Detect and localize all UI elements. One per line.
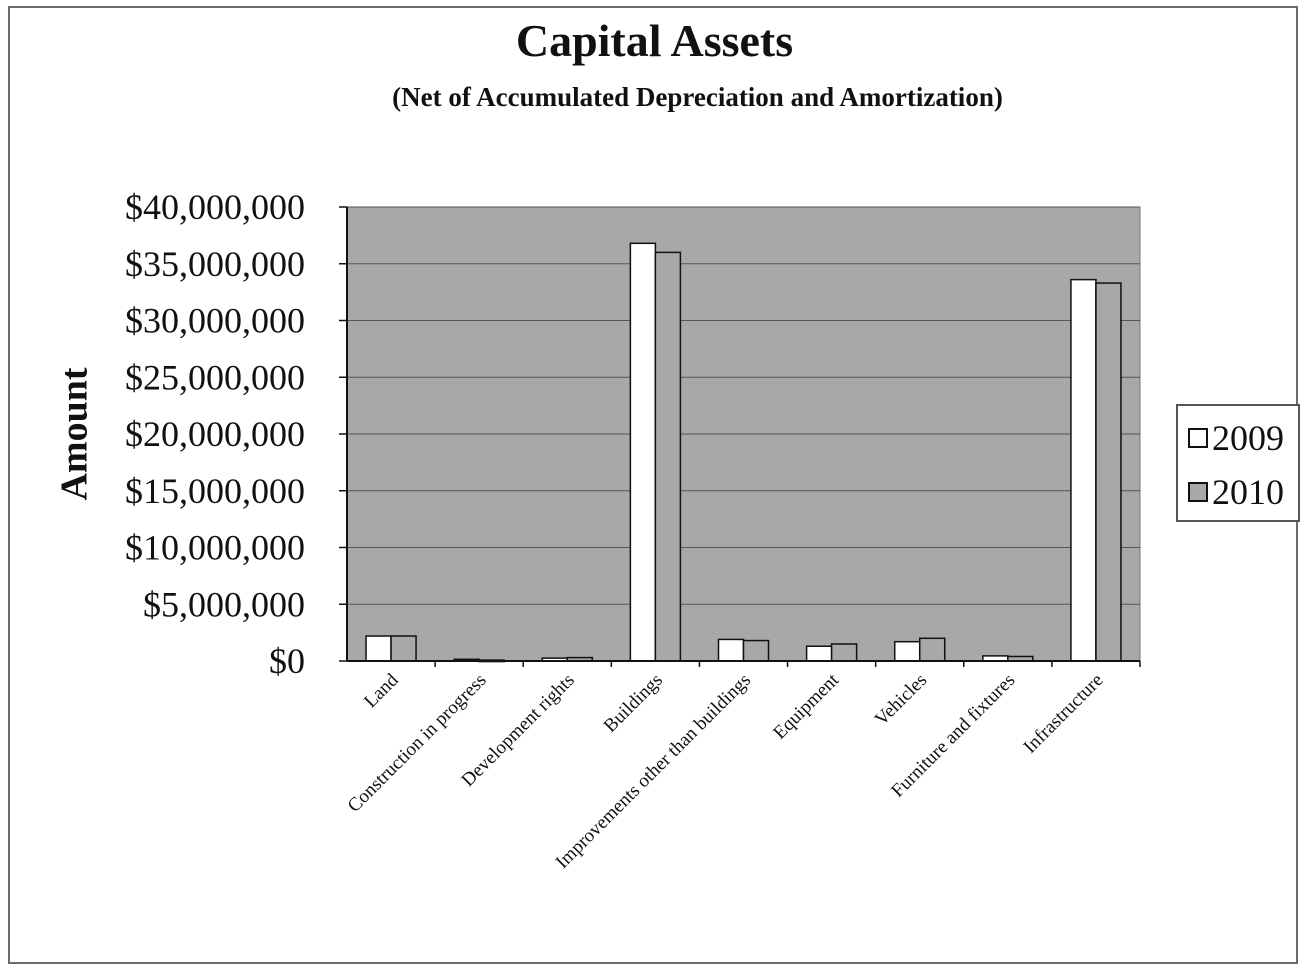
x-tick-label: Land	[360, 669, 403, 712]
bar-2009	[717, 638, 745, 662]
bar-2010	[390, 635, 417, 662]
bar-2009	[893, 640, 921, 662]
bar-2009	[805, 645, 833, 662]
bar-2010	[1095, 282, 1122, 662]
bar-2009	[1070, 278, 1097, 662]
x-tick-label: Infrastructure	[1020, 670, 1108, 758]
x-tick-label: Buildings	[600, 670, 667, 737]
y-tick-label: $20,000,000	[125, 414, 305, 454]
bar-2010	[918, 637, 946, 662]
y-tick-label: $40,000,000	[125, 187, 305, 227]
y-tick-label: $25,000,000	[125, 357, 305, 397]
x-tick-label: Improvements other than buildings	[552, 670, 755, 873]
bar-2010	[742, 639, 770, 662]
legend-item-2009: 2009	[1188, 418, 1284, 458]
legend-swatch-2009	[1188, 428, 1208, 448]
legend-swatch-2010	[1188, 482, 1208, 502]
legend: 2009 2010	[1176, 404, 1300, 522]
bar-2009	[365, 635, 392, 662]
y-axis-title: Amount	[54, 367, 96, 500]
y-tick-label: $35,000,000	[125, 244, 305, 284]
y-tick-label: $10,000,000	[125, 528, 305, 568]
y-tick-label: $5,000,000	[143, 584, 305, 624]
y-tick-label: $0	[269, 641, 305, 681]
legend-label-2009: 2009	[1212, 418, 1284, 458]
chart-subtitle: (Net of Accumulated Depreciation and Amo…	[392, 82, 1003, 112]
legend-item-2010: 2010	[1188, 472, 1284, 512]
x-tick-label: Vehicles	[871, 670, 931, 730]
bar-2010	[654, 251, 682, 662]
y-tick-label: $15,000,000	[125, 471, 305, 511]
y-tick-label: $30,000,000	[125, 301, 305, 341]
chart-title: Capital Assets	[515, 15, 794, 66]
bar-2009	[629, 242, 657, 662]
bar-2010	[830, 643, 858, 662]
legend-label-2010: 2010	[1212, 472, 1284, 512]
x-tick-label: Equipment	[769, 669, 843, 743]
